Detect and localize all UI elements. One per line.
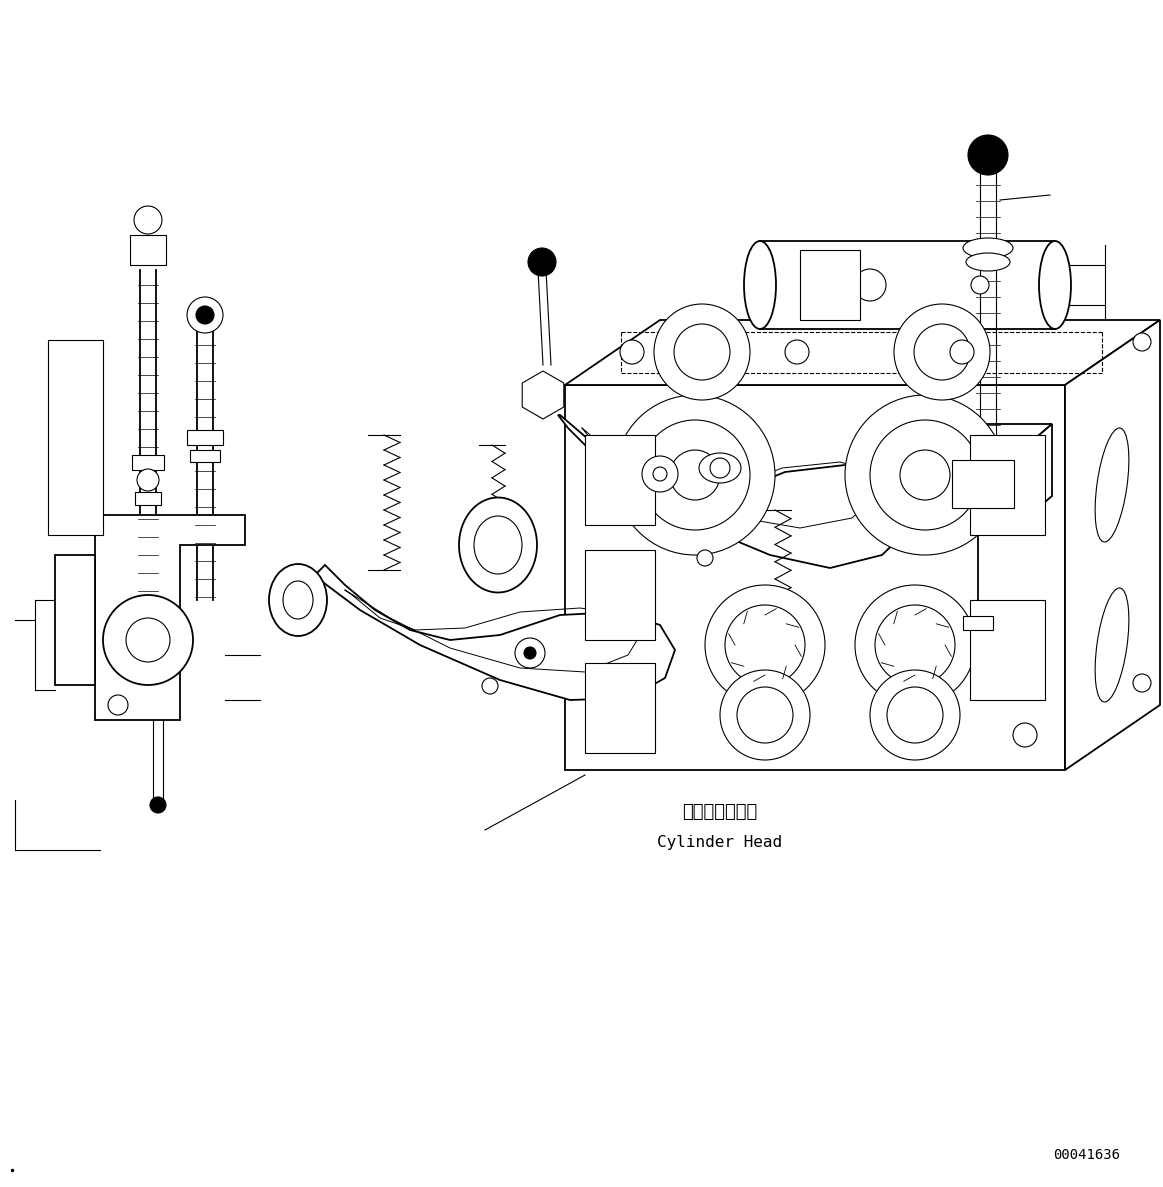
- Circle shape: [187, 297, 223, 334]
- Circle shape: [137, 469, 159, 491]
- Bar: [759, 241, 1055, 329]
- Ellipse shape: [1039, 241, 1071, 329]
- Polygon shape: [55, 556, 95, 685]
- Circle shape: [675, 324, 730, 380]
- Circle shape: [1133, 334, 1151, 351]
- Circle shape: [900, 450, 950, 500]
- Ellipse shape: [269, 564, 327, 636]
- Circle shape: [870, 669, 959, 760]
- Circle shape: [642, 456, 678, 491]
- Ellipse shape: [683, 439, 757, 497]
- Bar: [585, 664, 655, 753]
- Circle shape: [515, 637, 545, 668]
- Polygon shape: [315, 565, 675, 700]
- Circle shape: [525, 647, 536, 659]
- Circle shape: [197, 306, 214, 324]
- Circle shape: [846, 395, 1005, 556]
- Bar: [585, 550, 655, 640]
- Ellipse shape: [699, 453, 741, 483]
- Bar: [942, 447, 1023, 520]
- Circle shape: [1133, 674, 1151, 692]
- Polygon shape: [942, 424, 1053, 447]
- Bar: [585, 434, 655, 525]
- Polygon shape: [522, 372, 564, 419]
- Bar: [800, 250, 859, 320]
- Polygon shape: [565, 385, 1065, 770]
- Bar: [970, 599, 1046, 700]
- Circle shape: [654, 304, 750, 400]
- Circle shape: [971, 277, 989, 294]
- Circle shape: [968, 135, 1008, 174]
- Ellipse shape: [963, 239, 1013, 258]
- Circle shape: [528, 248, 556, 277]
- Circle shape: [737, 687, 793, 743]
- Circle shape: [720, 669, 809, 760]
- Ellipse shape: [283, 580, 313, 618]
- Polygon shape: [1065, 320, 1160, 770]
- Bar: [963, 616, 993, 630]
- Ellipse shape: [475, 516, 522, 575]
- Text: 00041636: 00041636: [1053, 1148, 1120, 1162]
- Text: シリンダヘッド: シリンダヘッド: [683, 802, 757, 821]
- Circle shape: [615, 395, 775, 556]
- Polygon shape: [131, 455, 164, 470]
- Circle shape: [652, 466, 668, 481]
- Polygon shape: [130, 235, 166, 265]
- Ellipse shape: [744, 241, 776, 329]
- Circle shape: [875, 605, 955, 685]
- Circle shape: [914, 324, 970, 380]
- Circle shape: [104, 595, 193, 685]
- Circle shape: [134, 207, 162, 234]
- Circle shape: [150, 796, 166, 813]
- Polygon shape: [187, 430, 223, 445]
- Circle shape: [481, 678, 498, 694]
- Circle shape: [870, 420, 980, 531]
- Circle shape: [950, 339, 973, 364]
- Polygon shape: [190, 450, 220, 462]
- Circle shape: [854, 269, 886, 301]
- Polygon shape: [1023, 424, 1053, 520]
- Circle shape: [705, 585, 825, 705]
- Circle shape: [725, 605, 805, 685]
- Ellipse shape: [459, 497, 537, 592]
- Circle shape: [887, 687, 943, 743]
- Circle shape: [620, 339, 644, 364]
- Bar: [48, 339, 104, 535]
- Polygon shape: [95, 515, 245, 721]
- Circle shape: [697, 550, 713, 566]
- Ellipse shape: [1096, 588, 1129, 702]
- Circle shape: [1013, 723, 1037, 747]
- Circle shape: [709, 458, 730, 478]
- Circle shape: [108, 696, 128, 715]
- Ellipse shape: [966, 253, 1009, 271]
- Polygon shape: [565, 320, 1160, 385]
- Polygon shape: [558, 415, 912, 569]
- Text: Cylinder Head: Cylinder Head: [657, 834, 783, 850]
- Ellipse shape: [1096, 429, 1129, 542]
- Circle shape: [670, 450, 720, 500]
- Polygon shape: [135, 491, 160, 504]
- Circle shape: [785, 339, 809, 364]
- Circle shape: [894, 304, 990, 400]
- Circle shape: [640, 420, 750, 531]
- Circle shape: [126, 618, 170, 662]
- Bar: [952, 461, 1014, 508]
- Circle shape: [855, 585, 975, 705]
- Bar: [970, 434, 1046, 535]
